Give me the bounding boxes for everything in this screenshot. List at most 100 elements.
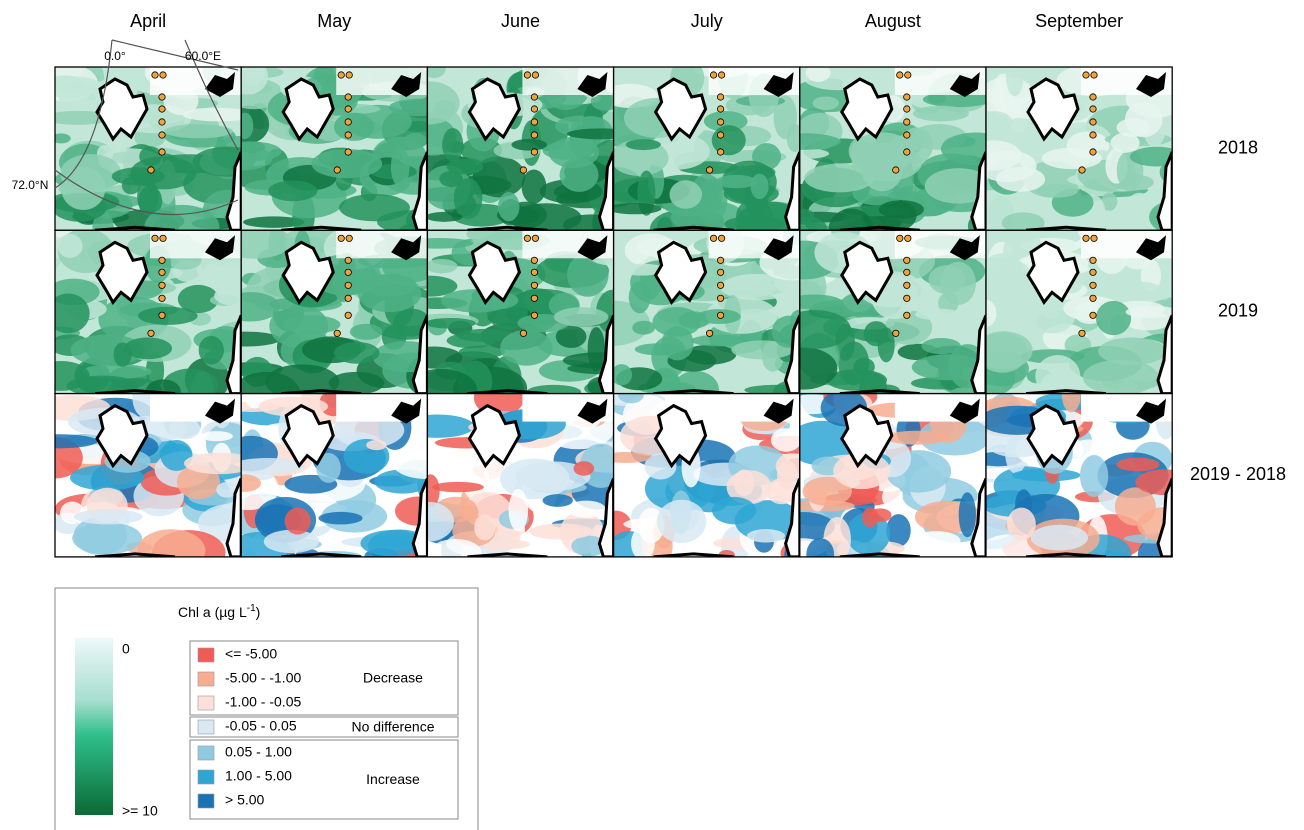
svalbard bbox=[281, 403, 335, 469]
bloom bbox=[446, 158, 484, 175]
coast bbox=[281, 552, 362, 557]
bloom bbox=[661, 326, 694, 361]
bloom bbox=[625, 139, 661, 151]
group-box bbox=[189, 640, 459, 716]
station bbox=[344, 93, 352, 101]
station bbox=[716, 93, 725, 101]
bloom bbox=[242, 67, 265, 86]
station bbox=[1082, 234, 1090, 242]
bloom bbox=[511, 138, 548, 151]
bloom bbox=[57, 233, 83, 258]
bloom bbox=[137, 529, 206, 557]
bloom bbox=[427, 67, 446, 78]
station bbox=[530, 294, 539, 302]
novaya-zemlya bbox=[597, 478, 614, 557]
parallel bbox=[111, 39, 239, 71]
parallel bbox=[54, 169, 239, 216]
station bbox=[1089, 118, 1097, 126]
station bbox=[344, 311, 352, 319]
bloom bbox=[500, 329, 553, 366]
bloom bbox=[1006, 507, 1036, 541]
bloom bbox=[241, 474, 262, 492]
coast bbox=[94, 389, 176, 394]
novaya-zemlya bbox=[411, 314, 428, 394]
station bbox=[158, 148, 166, 156]
bloom bbox=[812, 96, 839, 110]
bloom bbox=[750, 173, 769, 200]
novaya-zemlya bbox=[225, 314, 242, 394]
bloom bbox=[691, 334, 749, 347]
bloom bbox=[613, 364, 633, 386]
graticule bbox=[54, 39, 239, 216]
station bbox=[158, 118, 166, 126]
novaya-zemlya bbox=[784, 151, 800, 231]
svalbard bbox=[1026, 77, 1080, 142]
bloom bbox=[316, 453, 341, 483]
bloom bbox=[439, 170, 463, 187]
bloom bbox=[656, 216, 673, 231]
bloom bbox=[559, 157, 599, 192]
ramp-label: 0 bbox=[122, 641, 130, 657]
class-swatch bbox=[197, 647, 215, 663]
bloom bbox=[446, 333, 496, 349]
bloom bbox=[339, 193, 410, 222]
station bbox=[530, 311, 539, 319]
bloom bbox=[182, 107, 242, 122]
bloom bbox=[613, 451, 651, 463]
franz-josef-land bbox=[205, 398, 235, 424]
svalbard bbox=[467, 77, 522, 142]
bloom bbox=[669, 180, 703, 209]
bloom bbox=[613, 270, 635, 295]
novaya-zemlya bbox=[1156, 314, 1173, 394]
franz-josef-land bbox=[391, 72, 422, 97]
bloom bbox=[318, 511, 363, 525]
coast bbox=[1025, 552, 1107, 557]
bloom bbox=[1116, 118, 1151, 137]
month-label: June bbox=[501, 11, 540, 31]
bloom bbox=[453, 178, 483, 220]
franz-josef-land bbox=[949, 398, 980, 424]
bloom bbox=[805, 67, 831, 82]
group-box bbox=[189, 716, 459, 738]
bloom bbox=[333, 112, 375, 141]
class-label: <= -5.00 bbox=[225, 646, 277, 662]
bloom bbox=[915, 308, 961, 321]
coast bbox=[653, 389, 734, 394]
station bbox=[716, 131, 725, 139]
bloom bbox=[139, 146, 162, 167]
franz-josef-land bbox=[391, 398, 422, 424]
bloom bbox=[328, 371, 385, 394]
station bbox=[896, 71, 904, 79]
station bbox=[892, 329, 900, 337]
station bbox=[523, 234, 532, 242]
coast bbox=[94, 552, 176, 557]
bloom bbox=[799, 133, 841, 150]
coast bbox=[467, 389, 548, 394]
meridian bbox=[184, 39, 239, 151]
station bbox=[716, 148, 725, 156]
meridian bbox=[54, 39, 113, 189]
station bbox=[1089, 311, 1097, 319]
franz-josef-land bbox=[391, 235, 422, 261]
bloom bbox=[828, 208, 874, 231]
bloom bbox=[731, 340, 794, 360]
bloom bbox=[241, 141, 282, 162]
novaya-zemlya bbox=[970, 314, 986, 394]
map-panel bbox=[241, 230, 428, 394]
month-label: August bbox=[865, 11, 921, 31]
bloom bbox=[497, 192, 520, 222]
bloom bbox=[529, 523, 594, 540]
station bbox=[903, 268, 911, 276]
bloom bbox=[1110, 132, 1140, 153]
bloom bbox=[427, 237, 474, 249]
bloom bbox=[799, 216, 828, 231]
bloom bbox=[656, 499, 707, 544]
bloom bbox=[922, 91, 986, 108]
bloom bbox=[799, 310, 851, 349]
station bbox=[717, 234, 726, 242]
map-panel bbox=[613, 230, 800, 394]
bloom bbox=[241, 371, 301, 394]
bloom bbox=[113, 342, 132, 367]
station bbox=[896, 234, 904, 242]
